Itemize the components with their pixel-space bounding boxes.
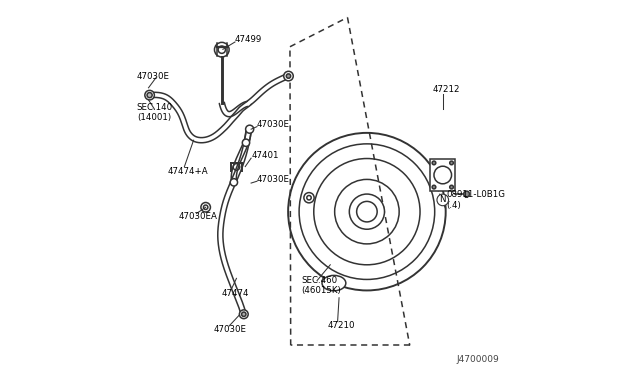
Circle shape xyxy=(286,74,291,78)
Circle shape xyxy=(246,125,253,133)
Circle shape xyxy=(463,191,470,197)
Text: 47030E: 47030E xyxy=(214,325,247,334)
Text: 47499: 47499 xyxy=(235,35,262,44)
Text: SEC.460
(46015K): SEC.460 (46015K) xyxy=(301,276,340,295)
Text: 47474: 47474 xyxy=(222,289,250,298)
Text: 47030EA: 47030EA xyxy=(179,212,218,221)
Text: N: N xyxy=(440,195,446,205)
Text: SEC.140
(14001): SEC.140 (14001) xyxy=(137,103,173,122)
Circle shape xyxy=(450,161,453,165)
Text: J4700009: J4700009 xyxy=(457,355,500,364)
Text: 47030E: 47030E xyxy=(257,120,290,129)
Circle shape xyxy=(145,90,154,100)
Text: 47212: 47212 xyxy=(433,86,460,94)
Text: 47474+A: 47474+A xyxy=(168,167,209,176)
Circle shape xyxy=(432,161,436,165)
Circle shape xyxy=(241,312,246,317)
Text: 47030E: 47030E xyxy=(257,175,290,184)
FancyBboxPatch shape xyxy=(430,159,455,191)
Text: 47210: 47210 xyxy=(327,321,355,330)
Circle shape xyxy=(349,194,385,229)
Circle shape xyxy=(243,139,250,147)
Circle shape xyxy=(450,185,453,189)
Circle shape xyxy=(230,179,237,186)
Text: 08911-L0B1G
(.4): 08911-L0B1G (.4) xyxy=(447,190,506,210)
Text: 47401: 47401 xyxy=(251,151,278,160)
Ellipse shape xyxy=(322,275,346,291)
Circle shape xyxy=(201,202,211,212)
Circle shape xyxy=(147,93,152,98)
Text: 47030E: 47030E xyxy=(137,71,170,81)
Circle shape xyxy=(239,310,248,319)
Circle shape xyxy=(432,185,436,189)
Circle shape xyxy=(284,71,293,81)
